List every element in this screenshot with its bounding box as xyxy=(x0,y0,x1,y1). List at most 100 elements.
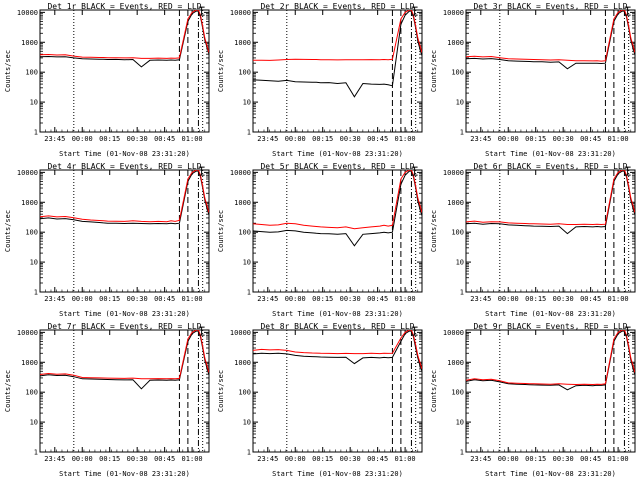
x-tick-label: 23:45 xyxy=(257,135,278,143)
y-tick-label: 10000 xyxy=(443,9,464,17)
x-tick-label: 00:00 xyxy=(498,455,519,463)
series-line-events xyxy=(253,10,422,98)
x-tick-label: 01:00 xyxy=(608,455,629,463)
y-tick-label: 10000 xyxy=(17,9,38,17)
series-line-lld xyxy=(40,330,209,380)
x-axis-label: Start Time (01-Nov-08 23:31:20) xyxy=(272,470,403,478)
series-line-lld xyxy=(253,330,422,370)
panel-title: Det 2r BLACK = Events, RED = LLD xyxy=(260,2,414,11)
x-tick-label: 01:00 xyxy=(182,295,203,303)
y-tick-label: 1 xyxy=(34,449,38,457)
x-axis-label: Start Time (01-Nov-08 23:31:20) xyxy=(485,150,616,158)
y-tick-label: 100 xyxy=(25,69,38,77)
detector-panel-3: Det 3r BLACK = Events, RED = LLD Counts/s… xyxy=(426,0,639,160)
y-axis-label: Counts/sec xyxy=(4,210,12,252)
panel-title: Det 9r BLACK = Events, RED = LLD xyxy=(473,322,627,331)
y-tick-label: 10 xyxy=(30,419,38,427)
y-tick-label: 10 xyxy=(456,99,464,107)
y-tick-label: 100 xyxy=(25,389,38,397)
panel-svg-6: Det 6r BLACK = Events, RED = LLD Counts/s… xyxy=(430,162,636,318)
x-tick-label: 00:15 xyxy=(312,295,333,303)
y-tick-label: 100 xyxy=(238,389,251,397)
x-axis-label: Start Time (01-Nov-08 23:31:20) xyxy=(485,470,616,478)
x-axis-label: Start Time (01-Nov-08 23:31:20) xyxy=(272,150,403,158)
y-tick-label: 10000 xyxy=(230,169,251,177)
x-tick-label: 01:00 xyxy=(182,135,203,143)
x-tick-label: 23:45 xyxy=(470,295,491,303)
detector-panel-9: Det 9r BLACK = Events, RED = LLD Counts/s… xyxy=(426,320,639,480)
series-line-lld xyxy=(466,330,635,386)
x-tick-label: 23:45 xyxy=(257,455,278,463)
y-tick-label: 10 xyxy=(30,259,38,267)
y-tick-label: 10 xyxy=(243,419,251,427)
y-tick-label: 10000 xyxy=(443,329,464,337)
y-tick-label: 1 xyxy=(247,129,251,137)
y-axis-label: Counts/sec xyxy=(217,370,225,412)
panel-title: Det 1r BLACK = Events, RED = LLD xyxy=(47,2,201,11)
panel-svg-3: Det 3r BLACK = Events, RED = LLD Counts/s… xyxy=(430,2,636,158)
x-tick-label: 00:15 xyxy=(99,295,120,303)
panel-title: Det 6r BLACK = Events, RED = LLD xyxy=(473,162,627,171)
y-tick-label: 1 xyxy=(460,449,464,457)
detector-panel-5: Det 5r BLACK = Events, RED = LLD Counts/s… xyxy=(213,160,426,320)
x-tick-label: 00:00 xyxy=(285,135,306,143)
y-tick-label: 100 xyxy=(25,229,38,237)
panel-svg-9: Det 9r BLACK = Events, RED = LLD Counts/s… xyxy=(430,322,636,478)
y-tick-label: 10 xyxy=(456,259,464,267)
x-tick-label: 23:45 xyxy=(257,295,278,303)
y-tick-label: 100 xyxy=(451,69,464,77)
panel-svg-8: Det 8r BLACK = Events, RED = LLD Counts/s… xyxy=(217,322,423,478)
x-tick-label: 00:00 xyxy=(285,455,306,463)
plot-frame xyxy=(39,9,210,133)
x-tick-label: 00:30 xyxy=(127,295,148,303)
y-tick-label: 100 xyxy=(451,389,464,397)
x-tick-label: 01:00 xyxy=(608,295,629,303)
y-tick-label: 1 xyxy=(460,289,464,297)
plot-frame xyxy=(39,329,210,453)
y-tick-label: 10000 xyxy=(17,329,38,337)
x-tick-label: 00:30 xyxy=(127,135,148,143)
x-tick-label: 00:45 xyxy=(154,455,175,463)
series-line-lld xyxy=(466,170,635,226)
y-tick-label: 10000 xyxy=(443,169,464,177)
x-tick-label: 00:45 xyxy=(580,455,601,463)
x-tick-label: 00:30 xyxy=(553,135,574,143)
series-line-lld xyxy=(40,10,209,59)
panel-svg-5: Det 5r BLACK = Events, RED = LLD Counts/s… xyxy=(217,162,423,318)
plot-frame xyxy=(252,329,423,453)
y-axis-label: Counts/sec xyxy=(217,210,225,252)
x-tick-label: 01:00 xyxy=(395,135,416,143)
panel-svg-2: Det 2r BLACK = Events, RED = LLD Counts/s… xyxy=(217,2,423,158)
y-tick-label: 1000 xyxy=(447,199,464,207)
x-tick-label: 01:00 xyxy=(608,135,629,143)
series-line-lld xyxy=(253,170,422,230)
y-axis-label: Counts/sec xyxy=(430,210,438,252)
y-tick-label: 1 xyxy=(34,129,38,137)
y-tick-label: 100 xyxy=(238,69,251,77)
y-tick-label: 10 xyxy=(30,99,38,107)
y-tick-label: 1000 xyxy=(21,199,38,207)
x-tick-label: 00:30 xyxy=(553,295,574,303)
x-tick-label: 00:15 xyxy=(525,295,546,303)
plot-frame xyxy=(39,169,210,293)
panel-title: Det 5r BLACK = Events, RED = LLD xyxy=(260,162,414,171)
series-line-lld xyxy=(40,170,209,223)
y-tick-label: 10000 xyxy=(17,169,38,177)
x-axis-label: Start Time (01-Nov-08 23:31:20) xyxy=(272,310,403,318)
panel-title: Det 7r BLACK = Events, RED = LLD xyxy=(47,322,201,331)
panel-svg-7: Det 7r BLACK = Events, RED = LLD Counts/s… xyxy=(4,322,210,478)
series-line-lld xyxy=(253,10,422,61)
y-tick-label: 1000 xyxy=(447,359,464,367)
y-tick-label: 100 xyxy=(451,229,464,237)
y-axis-label: Counts/sec xyxy=(4,370,12,412)
y-axis-label: Counts/sec xyxy=(430,370,438,412)
x-tick-label: 00:15 xyxy=(99,455,120,463)
y-tick-label: 1 xyxy=(460,129,464,137)
x-tick-label: 01:00 xyxy=(395,295,416,303)
x-axis-label: Start Time (01-Nov-08 23:31:20) xyxy=(59,310,190,318)
x-tick-label: 00:45 xyxy=(154,295,175,303)
y-tick-label: 1000 xyxy=(21,359,38,367)
detector-panel-4: Det 4r BLACK = Events, RED = LLD Counts/s… xyxy=(0,160,213,320)
plot-frame xyxy=(465,169,636,293)
